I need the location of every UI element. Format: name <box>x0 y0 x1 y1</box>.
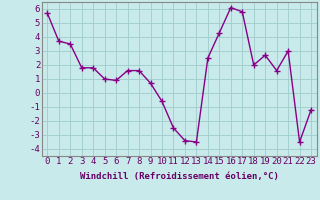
X-axis label: Windchill (Refroidissement éolien,°C): Windchill (Refroidissement éolien,°C) <box>80 172 279 181</box>
